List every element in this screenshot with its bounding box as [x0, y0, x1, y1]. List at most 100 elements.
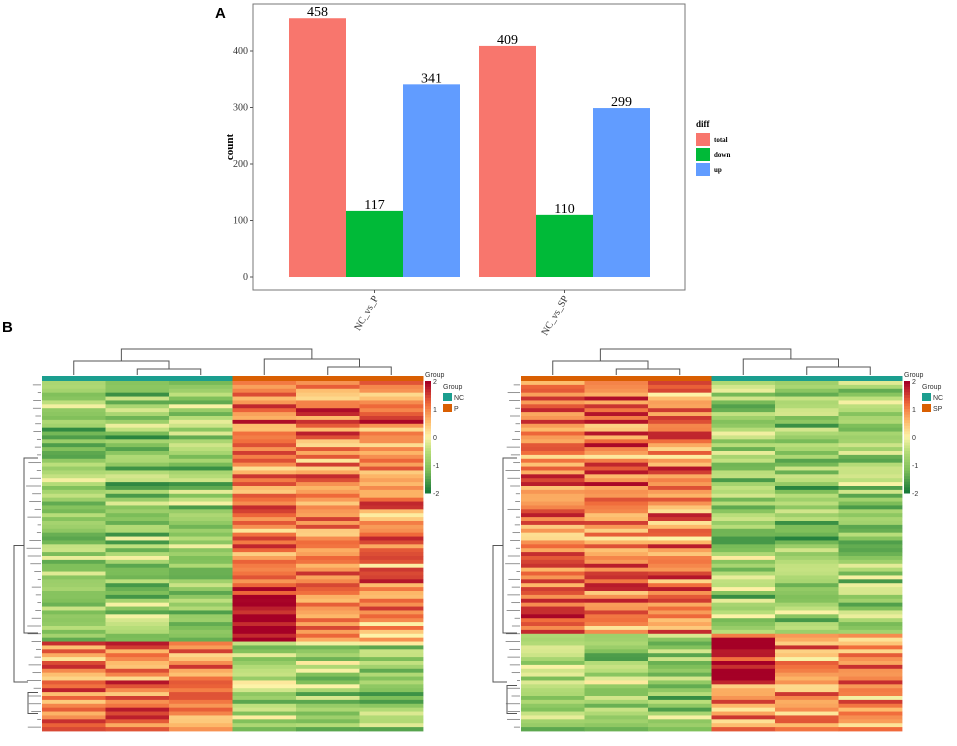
heatmap-cell — [360, 610, 424, 614]
heatmap-cell — [712, 575, 776, 579]
heatmap-cell — [233, 381, 297, 385]
heatmap-cell — [585, 544, 649, 548]
heatmap-cell — [775, 575, 839, 579]
heatmap-cell — [106, 459, 170, 463]
heatmap-cell — [585, 708, 649, 712]
group-legend-swatch-NC — [443, 393, 452, 401]
heatmap-cell — [360, 544, 424, 548]
heatmap-cell — [233, 400, 297, 404]
heatmap-cell — [839, 494, 903, 498]
heatmap-cell — [42, 618, 106, 622]
heatmap-cell — [42, 424, 106, 428]
heatmap-cell — [521, 432, 585, 436]
heatmap-cell — [648, 634, 712, 638]
heatmap-cell — [775, 700, 839, 704]
heatmap-cell — [648, 521, 712, 525]
heatmap-cell — [839, 661, 903, 665]
heatmap-cell — [360, 498, 424, 502]
heatmap-cell — [233, 599, 297, 603]
color-bar-title: Group — [425, 372, 445, 379]
heatmap-cell — [360, 490, 424, 494]
heatmap-cell — [775, 564, 839, 568]
legend-title: diff — [696, 119, 711, 129]
heatmap-cell — [169, 700, 233, 704]
heatmap-cell — [360, 393, 424, 397]
heatmap-cell — [169, 393, 233, 397]
heatmap-cell — [169, 494, 233, 498]
color-bar-tick-label: 1 — [912, 407, 916, 414]
heatmap-cell — [106, 537, 170, 541]
heatmap-cell — [775, 591, 839, 595]
heatmap-cell — [648, 470, 712, 474]
heatmap-cell — [585, 459, 649, 463]
heatmap-cell — [521, 591, 585, 595]
heatmap-cell — [106, 626, 170, 630]
heatmap-cell — [712, 564, 776, 568]
heatmap-cell — [296, 529, 360, 533]
heatmap-cell — [521, 537, 585, 541]
heatmap-cell — [233, 533, 297, 537]
heatmap-cell — [839, 443, 903, 447]
group-cell-P — [296, 376, 360, 381]
heatmap-cell — [106, 599, 170, 603]
heatmap-cell — [648, 591, 712, 595]
heatmap-cell — [106, 665, 170, 669]
heatmap-cell — [360, 416, 424, 420]
heatmap-cell — [585, 474, 649, 478]
color-bar-tick-label: 0 — [912, 435, 916, 442]
heatmap-cell — [42, 502, 106, 506]
heatmap-cell — [839, 486, 903, 490]
group-cell-P — [233, 376, 297, 381]
heatmap-cell — [169, 572, 233, 576]
heatmap-cell — [839, 505, 903, 509]
heatmap-cell — [42, 439, 106, 443]
heatmap-cell — [839, 529, 903, 533]
heatmap-cell — [42, 505, 106, 509]
group-cell-SP — [648, 376, 712, 381]
heatmap-cell — [233, 618, 297, 622]
heatmap-cell — [360, 459, 424, 463]
heatmap-cell — [360, 494, 424, 498]
heatmap-cell — [42, 408, 106, 412]
heatmap-cell — [521, 521, 585, 525]
heatmap-cell — [521, 552, 585, 556]
heatmap-cell — [360, 719, 424, 723]
heatmap-cell — [296, 579, 360, 583]
heatmap-cell — [296, 544, 360, 548]
data-label: 341 — [421, 71, 442, 86]
color-bar-tick-label: -2 — [912, 491, 918, 498]
heatmap-cell — [648, 661, 712, 665]
heatmap-cell — [585, 505, 649, 509]
heatmap-cell — [233, 661, 297, 665]
heatmap-cell — [648, 688, 712, 692]
heatmap-cell — [585, 583, 649, 587]
heatmap-cell — [360, 521, 424, 525]
heatmap-cell — [106, 642, 170, 646]
heatmap-cell — [648, 610, 712, 614]
heatmap-cell — [775, 680, 839, 684]
heatmap-cell — [233, 712, 297, 716]
heatmap-cell — [169, 447, 233, 451]
data-label: 299 — [611, 95, 632, 110]
heatmap-cell — [106, 653, 170, 657]
heatmap-cell — [712, 704, 776, 708]
heatmap-cell — [712, 389, 776, 393]
heatmap-cell — [648, 435, 712, 439]
heatmap-cell — [169, 498, 233, 502]
heatmap-cell — [775, 712, 839, 716]
heatmap-cell — [839, 708, 903, 712]
heatmap-cell — [712, 517, 776, 521]
heatmap-cell — [169, 525, 233, 529]
heatmap-cell — [521, 385, 585, 389]
heatmap-cell — [712, 708, 776, 712]
heatmap-cell — [169, 638, 233, 642]
heatmap-cell — [360, 715, 424, 719]
heatmap-cell — [169, 474, 233, 478]
heatmap-cell — [296, 665, 360, 669]
data-label: 409 — [497, 33, 518, 48]
heatmap-cell — [169, 544, 233, 548]
heatmap-cell — [775, 548, 839, 552]
bar-total-NC_vs_P — [289, 18, 346, 277]
heatmap-cell — [521, 435, 585, 439]
heatmap-cell — [106, 470, 170, 474]
